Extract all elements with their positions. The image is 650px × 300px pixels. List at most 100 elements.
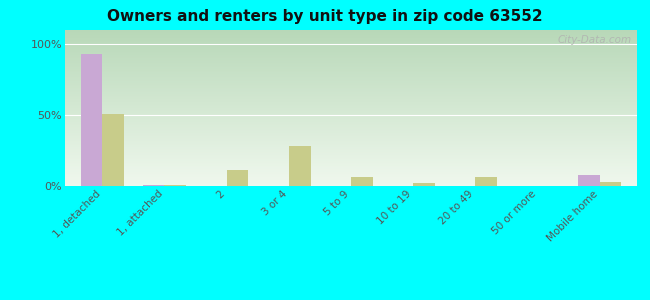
- Bar: [65, 177, 637, 178]
- Bar: [65, 58, 637, 60]
- Bar: [65, 56, 637, 58]
- Bar: [65, 161, 637, 163]
- Bar: [65, 122, 637, 124]
- Bar: [65, 60, 637, 61]
- Bar: [65, 167, 637, 169]
- Bar: [65, 70, 637, 72]
- Bar: [65, 47, 637, 49]
- Text: City-Data.com: City-Data.com: [557, 35, 631, 45]
- Bar: [65, 64, 637, 66]
- Bar: [65, 147, 637, 148]
- Bar: [65, 43, 637, 44]
- Bar: [65, 172, 637, 173]
- Bar: [65, 121, 637, 122]
- Bar: [65, 125, 637, 127]
- Bar: [65, 108, 637, 110]
- Bar: [65, 160, 637, 161]
- Bar: [65, 141, 637, 142]
- Bar: [65, 94, 637, 95]
- Bar: [65, 138, 637, 139]
- Bar: [65, 116, 637, 117]
- Bar: [65, 97, 637, 99]
- Bar: [65, 63, 637, 64]
- Bar: [65, 158, 637, 160]
- Bar: [65, 131, 637, 133]
- Bar: [65, 89, 637, 91]
- Bar: [65, 88, 637, 89]
- Bar: [65, 49, 637, 50]
- Bar: [65, 36, 637, 38]
- Bar: [289, 146, 311, 186]
- Bar: [475, 178, 497, 186]
- Bar: [65, 166, 637, 167]
- Bar: [65, 38, 637, 39]
- Bar: [65, 32, 637, 33]
- Bar: [65, 44, 637, 46]
- Bar: [65, 142, 637, 144]
- Bar: [81, 54, 102, 186]
- Bar: [65, 136, 637, 138]
- Bar: [65, 127, 637, 128]
- Bar: [65, 69, 637, 70]
- Bar: [65, 39, 637, 41]
- Bar: [65, 80, 637, 82]
- Bar: [65, 92, 637, 94]
- Bar: [65, 169, 637, 170]
- Bar: [578, 175, 600, 186]
- Bar: [65, 55, 637, 56]
- Bar: [65, 95, 637, 97]
- Bar: [65, 75, 637, 77]
- Bar: [65, 99, 637, 100]
- Bar: [65, 170, 637, 172]
- Bar: [65, 164, 637, 166]
- Bar: [65, 146, 637, 147]
- Bar: [65, 155, 637, 156]
- Bar: [65, 139, 637, 141]
- Bar: [65, 163, 637, 164]
- Bar: [65, 114, 637, 116]
- Bar: [65, 124, 637, 125]
- Bar: [65, 83, 637, 85]
- Bar: [65, 53, 637, 55]
- Bar: [65, 106, 637, 108]
- Bar: [65, 30, 637, 31]
- Bar: [65, 82, 637, 83]
- Bar: [65, 68, 637, 69]
- Bar: [65, 85, 637, 86]
- Bar: [227, 170, 248, 186]
- Bar: [164, 184, 187, 186]
- Bar: [65, 52, 637, 53]
- Bar: [65, 86, 637, 88]
- Bar: [65, 103, 637, 105]
- Bar: [65, 119, 637, 121]
- Bar: [65, 72, 637, 74]
- Bar: [143, 184, 164, 186]
- Bar: [65, 153, 637, 155]
- Bar: [65, 148, 637, 150]
- Bar: [65, 133, 637, 134]
- Bar: [65, 77, 637, 78]
- Bar: [65, 100, 637, 102]
- Bar: [413, 183, 435, 186]
- Bar: [65, 156, 637, 158]
- Bar: [65, 134, 637, 136]
- Bar: [65, 111, 637, 113]
- Bar: [65, 35, 637, 36]
- Bar: [102, 114, 124, 186]
- Bar: [65, 91, 637, 92]
- Bar: [65, 74, 637, 75]
- Bar: [65, 33, 637, 35]
- Bar: [65, 175, 637, 177]
- Bar: [65, 184, 637, 186]
- Bar: [65, 50, 637, 52]
- Bar: [65, 78, 637, 80]
- Bar: [65, 110, 637, 111]
- Bar: [65, 102, 637, 103]
- Bar: [65, 117, 637, 119]
- Bar: [65, 181, 637, 183]
- Bar: [65, 150, 637, 152]
- Bar: [65, 66, 637, 68]
- Bar: [65, 61, 637, 63]
- Bar: [351, 178, 372, 186]
- Bar: [65, 152, 637, 153]
